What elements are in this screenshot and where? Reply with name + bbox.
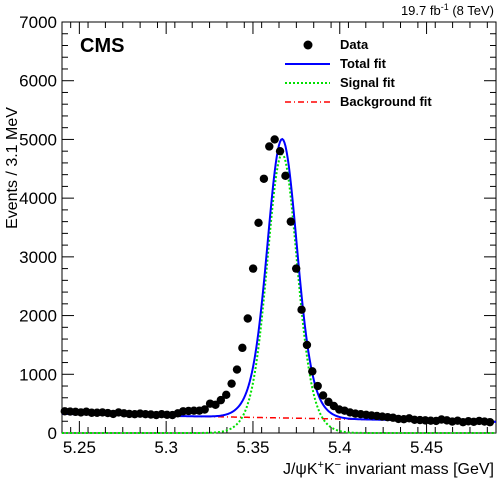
signal-fit-curve — [62, 152, 496, 434]
y-tick-label: 7000 — [19, 13, 57, 32]
y-tick-label: 6000 — [19, 72, 57, 91]
luminosity-label: 19.7 fb-1 (8 TeV) — [401, 2, 494, 18]
y-tick-label: 4000 — [19, 189, 57, 208]
data-point — [243, 314, 252, 323]
y-tick-label: 2000 — [19, 307, 57, 326]
data-point — [265, 142, 274, 151]
axis-ticks — [62, 21, 496, 434]
data-point — [302, 340, 312, 350]
legend-label-data: Data — [340, 37, 369, 52]
background-fit-curve — [61, 413, 497, 423]
data-point — [275, 146, 285, 156]
x-tick-labels: 5.25 5.3 5.35 5.4 5.45 — [63, 438, 443, 457]
data-point — [291, 264, 301, 273]
data-point — [232, 365, 242, 374]
data-point — [485, 417, 495, 427]
x-tick-label: 5.4 — [328, 438, 352, 457]
x-tick-label: 5.3 — [154, 438, 178, 457]
legend-label-signal-fit: Signal fit — [340, 75, 396, 90]
fit-curves — [61, 137, 497, 434]
data-points — [60, 135, 495, 427]
legend-label-background-fit: Background fit — [340, 94, 432, 109]
data-point — [318, 391, 328, 400]
data-point — [222, 390, 231, 400]
y-tick-labels: 0 1000 2000 3000 4000 5000 6000 7000 — [19, 13, 57, 443]
data-point — [259, 174, 269, 183]
plot-frame — [61, 21, 497, 434]
y-axis-title: Events / 3.1 MeV — [4, 107, 21, 229]
x-tick-label: 5.35 — [236, 438, 269, 457]
x-axis-title: J/ψK+K− invariant mass [GeV] — [283, 459, 494, 478]
data-point — [248, 264, 258, 273]
data-point — [281, 171, 290, 181]
y-tick-label: 0 — [48, 424, 57, 443]
total-fit-curve — [61, 137, 497, 423]
cms-label: CMS — [80, 35, 124, 57]
data-point — [297, 305, 306, 314]
legend-label-total-fit: Total fit — [340, 56, 387, 71]
data-point — [200, 405, 209, 414]
data-point — [308, 367, 317, 376]
x-tick-label: 5.25 — [63, 438, 96, 457]
y-tick-label: 5000 — [19, 130, 57, 149]
y-tick-label: 3000 — [19, 248, 57, 267]
data-point — [254, 218, 263, 227]
data-point — [216, 395, 226, 405]
data-point — [227, 379, 236, 388]
data-point — [270, 135, 279, 144]
x-tick-label: 5.45 — [410, 438, 443, 457]
data-point — [286, 217, 295, 226]
legend-marker-data — [303, 40, 313, 50]
y-tick-label: 1000 — [19, 365, 57, 384]
data-point — [238, 343, 247, 353]
data-point — [313, 381, 322, 391]
legend: Data Total fit Signal fit Background fit — [285, 37, 432, 109]
